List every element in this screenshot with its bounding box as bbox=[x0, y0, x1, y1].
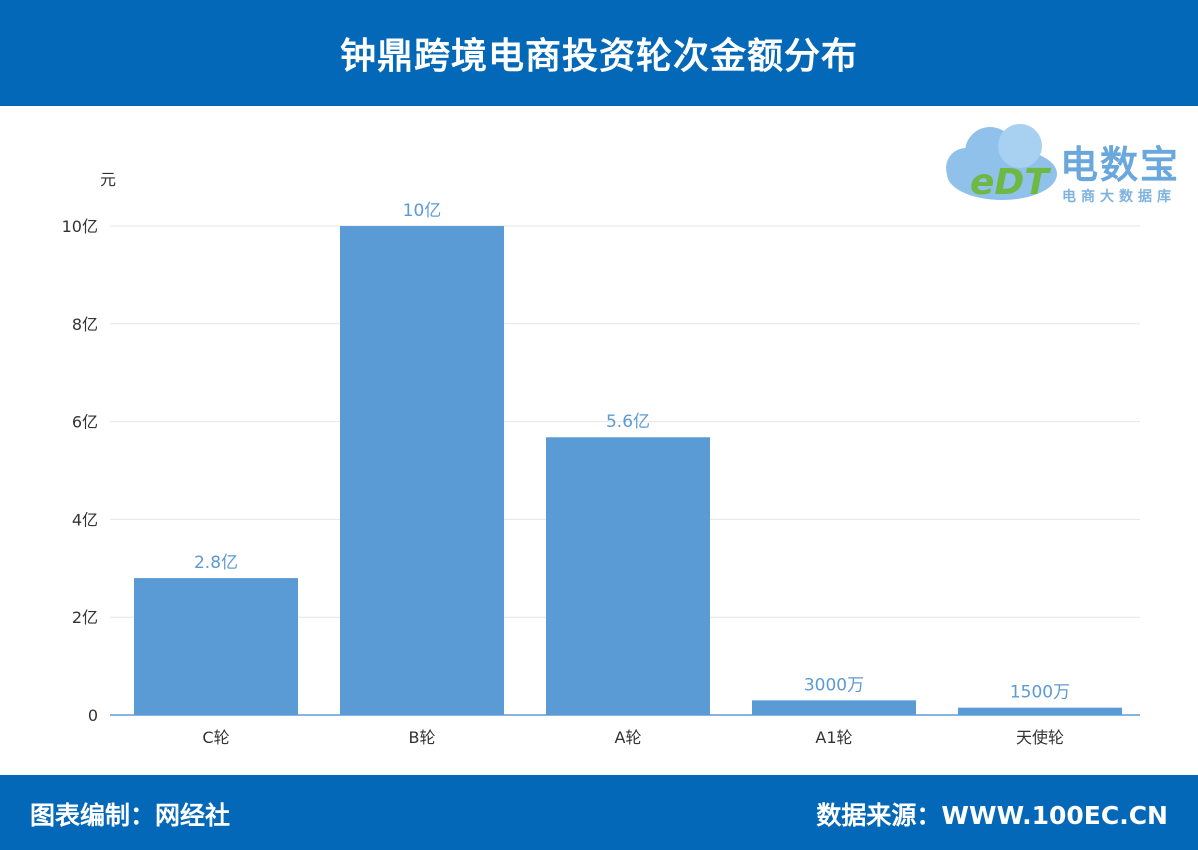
bar-0 bbox=[134, 578, 298, 715]
x-tick-label: C轮 bbox=[202, 728, 229, 747]
bar-chart: 0 2亿 4亿 6亿 8亿 10亿 2.8亿 10亿 5.6亿 3000万 1500万 C轮 B轮 A… bbox=[62, 170, 1140, 747]
edt-logo: eDT 电数宝 电商大数据库 bbox=[942, 112, 1192, 210]
cloud-logo-icon: eDT bbox=[946, 124, 1057, 203]
y-tick-label: 2亿 bbox=[72, 608, 98, 627]
y-tick-label: 10亿 bbox=[62, 217, 98, 236]
y-tick-label: 0 bbox=[88, 706, 98, 725]
bars: 2.8亿 10亿 5.6亿 3000万 1500万 bbox=[134, 201, 1122, 715]
y-axis: 0 2亿 4亿 6亿 8亿 10亿 bbox=[62, 217, 98, 725]
data-label: 2.8亿 bbox=[194, 553, 238, 573]
footer-bar: 图表编制：网经社 数据来源：WWW.100EC.CN bbox=[0, 775, 1198, 850]
logo-mark: eDT bbox=[970, 162, 1051, 203]
x-tick-label: A1轮 bbox=[815, 728, 852, 747]
y-tick-label: 8亿 bbox=[72, 315, 98, 334]
logo-brand: 电数宝 bbox=[1060, 143, 1181, 187]
y-tick-label: 6亿 bbox=[72, 413, 98, 432]
data-label: 10亿 bbox=[403, 201, 442, 221]
chart-title: 钟鼎跨境电商投资轮次金额分布 bbox=[339, 36, 858, 77]
x-tick-label: 天使轮 bbox=[1016, 728, 1064, 747]
bar-2 bbox=[546, 437, 710, 715]
data-label: 1500万 bbox=[1010, 683, 1070, 703]
y-tick-label: 4亿 bbox=[72, 510, 98, 529]
x-axis: C轮 B轮 A轮 A1轮 天使轮 bbox=[110, 714, 1140, 747]
bar-4 bbox=[958, 707, 1122, 715]
y-axis-unit-label: 元 bbox=[100, 170, 116, 189]
bar-3 bbox=[752, 700, 916, 715]
footer-source: 数据来源：WWW.100EC.CN bbox=[816, 801, 1168, 830]
footer-compiler: 图表编制：网经社 bbox=[30, 801, 231, 830]
logo-subtitle: 电商大数据库 bbox=[1062, 189, 1176, 205]
x-tick-label: B轮 bbox=[409, 728, 436, 747]
x-tick-label: A轮 bbox=[615, 728, 642, 747]
data-label: 3000万 bbox=[804, 675, 864, 695]
chart-header: 钟鼎跨境电商投资轮次金额分布 bbox=[0, 0, 1198, 106]
data-label: 5.6亿 bbox=[606, 412, 650, 432]
bar-1 bbox=[340, 226, 504, 715]
